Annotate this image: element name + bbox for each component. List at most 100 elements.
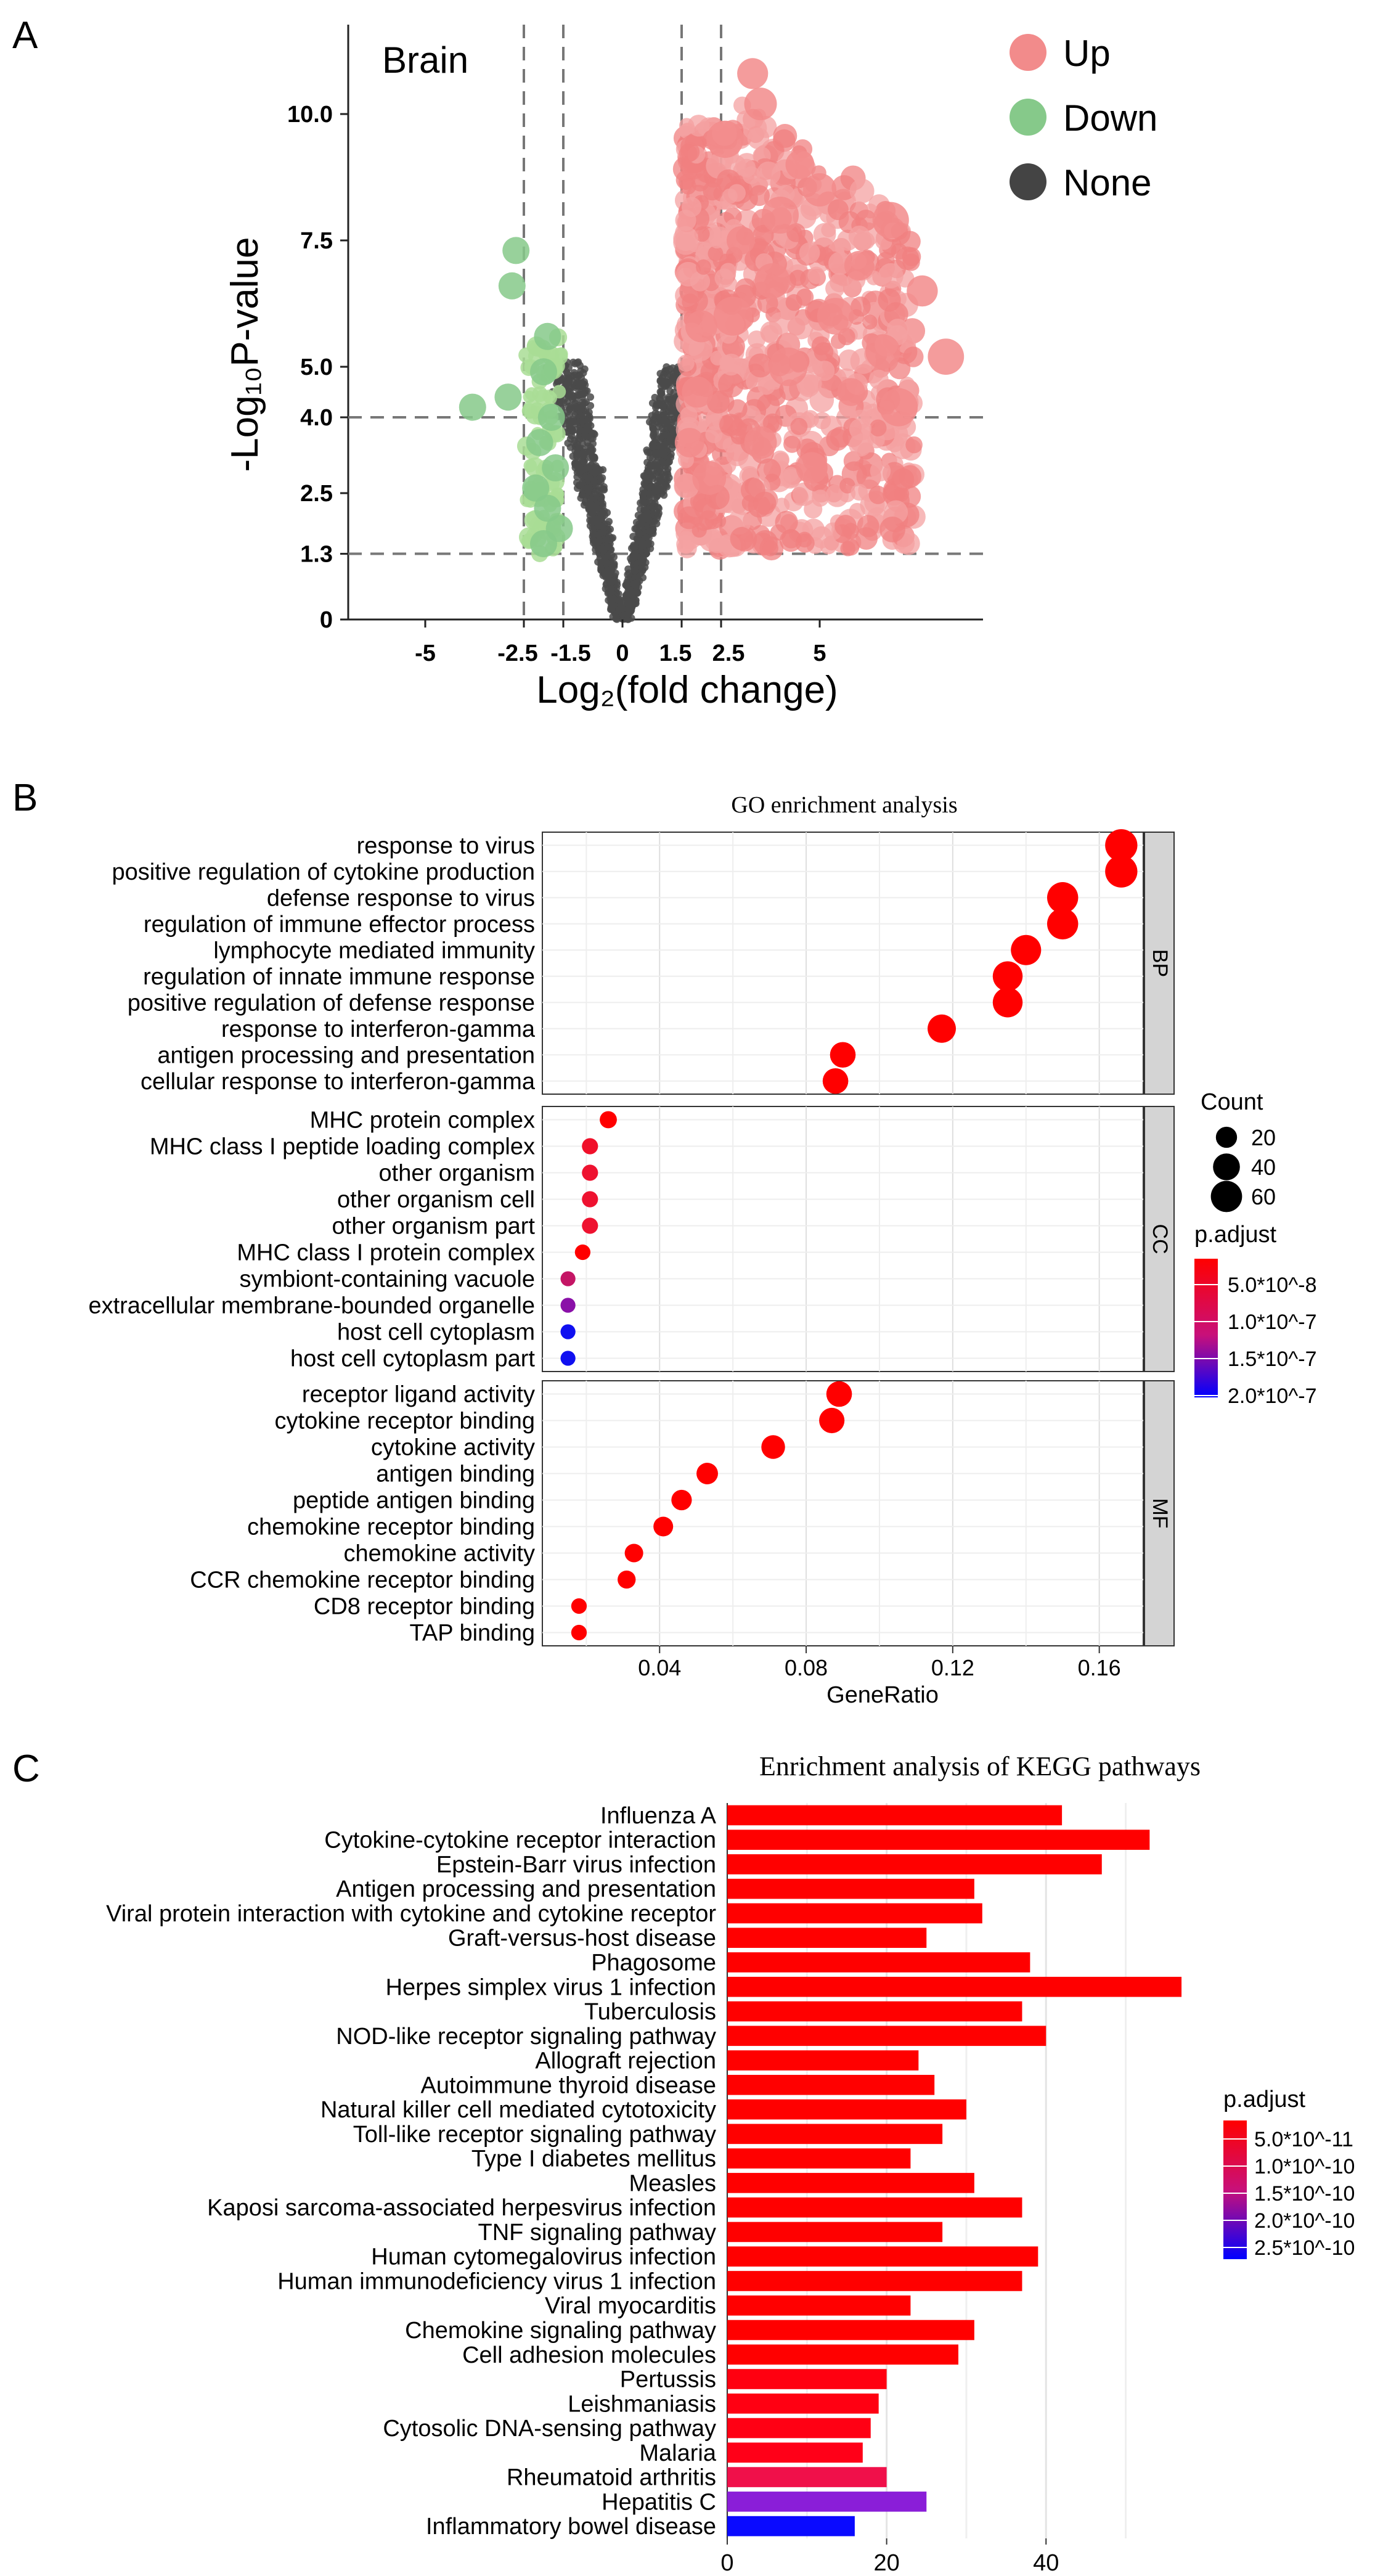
up-point [690, 271, 711, 292]
none-point [659, 402, 667, 410]
kegg-bar [727, 2197, 1022, 2218]
volcano-none-points [516, 96, 926, 623]
kegg-padjust-label: 1.5*10^-10 [1254, 2182, 1355, 2206]
go-term-label: chemokine receptor binding [247, 1515, 535, 1540]
kegg-bar [727, 1830, 1150, 1850]
kegg-bar [727, 1903, 982, 1924]
none-point [595, 537, 603, 545]
count-legend-label: 40 [1251, 1155, 1276, 1180]
up-point [878, 288, 901, 312]
go-term-label: MHC class I peptide loading complex [150, 1134, 535, 1160]
facet-strip-cc [1144, 1106, 1175, 1372]
kegg-bar [727, 2001, 1022, 2022]
none-point [609, 613, 617, 621]
up-point [834, 515, 857, 537]
go-dot [571, 1598, 587, 1614]
none-point [590, 478, 598, 486]
go-facet-panels: BP CC MF [542, 832, 1175, 1646]
up-point [708, 245, 724, 261]
none-point [573, 359, 581, 367]
up-point [720, 353, 743, 376]
none-point [608, 585, 616, 593]
go-term-label: regulation of immune effector process [144, 912, 535, 938]
go-term-label: symbiont-containing vacuole [240, 1267, 536, 1293]
none-point [660, 450, 668, 458]
up-point [744, 426, 777, 459]
up-point [811, 336, 831, 356]
go-term-label: positive regulation of defense response [128, 990, 535, 1016]
kegg-category-label: Cell adhesion molecules [462, 2342, 716, 2368]
volcano-plot: -5 -2.5 -1.5 0 1.5 2.5 5 0 1.3 2.5 4.0 5.0 7.5 10.0 B… [224, 25, 1157, 711]
go-dot [1047, 882, 1079, 914]
none-point [587, 454, 595, 462]
up-point [826, 428, 849, 451]
down-point [530, 530, 557, 557]
go-term-label: other organism [379, 1161, 535, 1187]
up-point [799, 242, 820, 263]
down-point [542, 454, 569, 481]
go-x-ticks: 0.04 0.08 0.12 0.16 [638, 1646, 1121, 1680]
kegg-bar [727, 2516, 855, 2537]
x-tick-label: -5 [415, 640, 436, 666]
kegg-bars [727, 1805, 1182, 2537]
up-point [682, 293, 699, 311]
go-dot [822, 1068, 849, 1094]
none-point [639, 494, 647, 502]
up-point [899, 231, 921, 253]
up-point [682, 376, 713, 408]
facet-panel-cc [542, 1106, 1144, 1372]
up-point [730, 428, 747, 445]
none-point [662, 481, 670, 489]
none-point [584, 484, 592, 492]
none-point [587, 393, 595, 401]
go-dot [618, 1570, 636, 1589]
up-point [803, 374, 822, 393]
none-point [610, 601, 618, 609]
kegg-bar [727, 2075, 935, 2095]
up-point [849, 502, 865, 519]
none-point [665, 458, 673, 466]
go-term-label: response to virus [357, 833, 535, 859]
y-tick-label: 10.0 [287, 102, 333, 128]
x-tick-label: 2.5 [712, 640, 745, 666]
up-point [718, 372, 744, 398]
go-dot [992, 961, 1023, 991]
none-point [664, 465, 672, 473]
kegg-category-label: Graft-versus-host disease [448, 1926, 716, 1952]
up-point [830, 272, 849, 293]
up-point [742, 166, 761, 184]
volcano-annotation: Brain [382, 39, 468, 81]
down-point [526, 429, 553, 456]
none-point [627, 544, 635, 552]
none-point [670, 388, 678, 396]
none-point [600, 507, 608, 515]
count-legend-label: 20 [1251, 1125, 1276, 1150]
none-point [591, 515, 599, 523]
none-point [575, 436, 583, 444]
y-tick-label: 1.3 [300, 541, 333, 567]
up-point [814, 412, 831, 430]
none-point [594, 522, 602, 530]
go-term-label: other organism cell [337, 1187, 535, 1213]
kegg-category-label: Human cytomegalovirus infection [371, 2244, 716, 2270]
none-point [565, 390, 573, 398]
legend-swatch-down [1010, 99, 1046, 136]
go-term-label: cellular response to interferon-gamma [141, 1069, 536, 1095]
up-point [895, 246, 920, 271]
up-point [744, 88, 777, 121]
up-point [840, 541, 856, 557]
go-term-label: MHC protein complex [310, 1108, 535, 1134]
up-point [809, 388, 834, 413]
kegg-category-label: Tuberculosis [584, 1999, 716, 2025]
none-point [610, 595, 618, 603]
go-term-label: peptide antigen binding [293, 1488, 535, 1514]
none-point [597, 475, 605, 483]
none-point [631, 566, 639, 574]
none-point [644, 513, 652, 521]
kegg-bar [727, 1854, 1102, 1875]
none-point [670, 373, 678, 381]
none-point [635, 530, 643, 538]
none-point [656, 485, 664, 493]
none-point [600, 547, 608, 555]
none-point [563, 428, 571, 436]
